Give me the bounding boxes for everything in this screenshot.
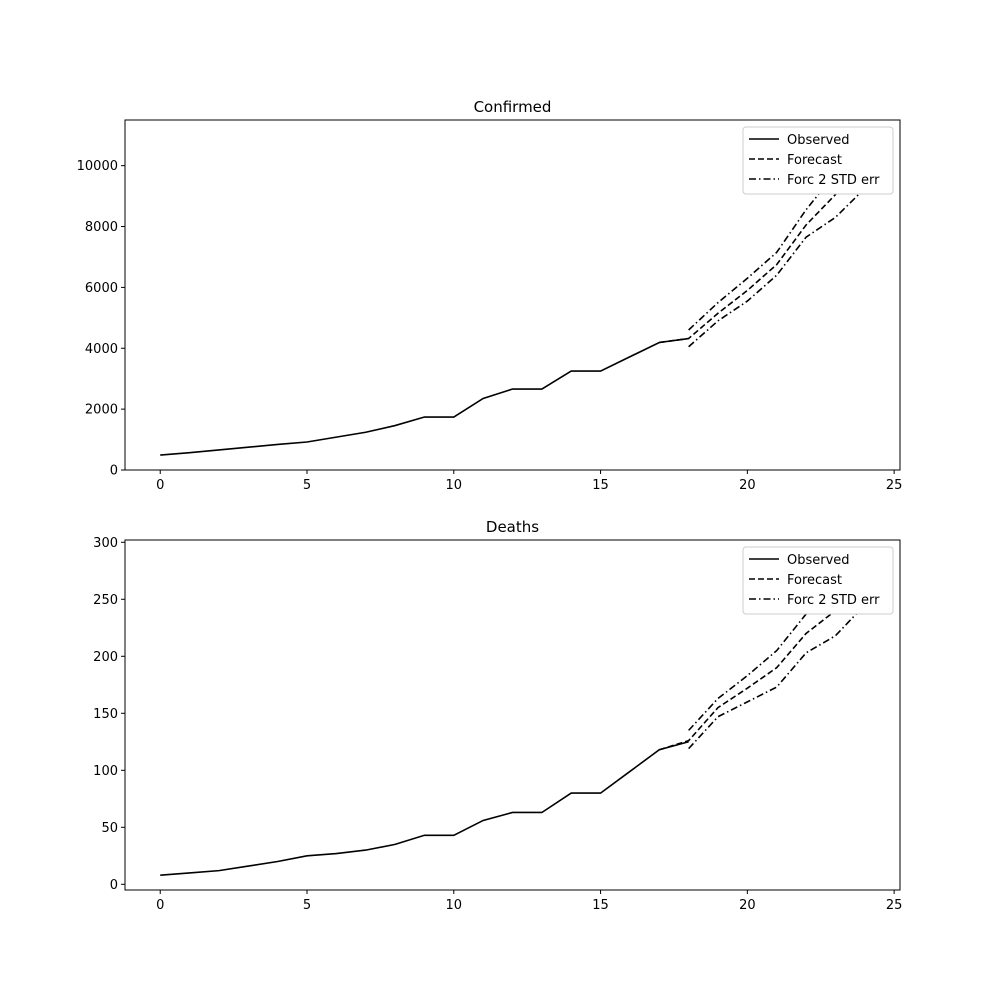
legend-forecast-label: Forecast (787, 573, 842, 588)
x-tick-label: 5 (303, 478, 311, 493)
axes: 0 5 10 15 20 25 0 2000 4000 6000 8000 10000 (77, 119, 903, 493)
y-tick-label: 150 (93, 707, 118, 722)
x-tick-label: 10 (446, 898, 463, 913)
x-tick-label: 10 (446, 478, 463, 493)
y-tick-label: 200 (93, 650, 118, 665)
legend-box (742, 126, 894, 195)
x-tick-label: 0 (156, 478, 164, 493)
x-tick-label: 25 (886, 478, 903, 493)
x-tick-label: 0 (156, 898, 164, 913)
y-tick-label: 6000 (85, 281, 118, 296)
x-tick-label: 20 (739, 898, 756, 913)
legend-stderr-label: Forc 2 STD err (787, 173, 880, 188)
legend-stderr-label: Forc 2 STD err (787, 593, 880, 608)
y-tick-label: 10000 (77, 159, 118, 174)
chart-title: Deaths (486, 518, 539, 536)
y-tick-label: 8000 (85, 220, 118, 235)
y-tick-label: 4000 (85, 342, 118, 357)
plot-frame (124, 539, 901, 891)
y-tick-label: 2000 (85, 403, 118, 418)
y-tick-label: 0 (110, 464, 118, 479)
y-tick-label: 100 (93, 764, 118, 779)
series-line-observed-0 (160, 741, 689, 876)
series-line-forc-2-std-err-3 (688, 187, 866, 348)
legend-forecast-label: Forecast (787, 153, 842, 168)
series-line-forc-2-std-err-3 (688, 604, 866, 750)
y-tick-label: 50 (101, 821, 118, 836)
legend-box (742, 546, 894, 615)
x-tick-label: 15 (592, 478, 609, 493)
x-tick-label: 15 (592, 898, 609, 913)
x-tick-label: 20 (739, 478, 756, 493)
confirmed-chart: Confirmed 0 5 10 15 20 25 0 2000 4000 6000 8000 100… (77, 98, 903, 493)
series-line-forecast-1 (659, 579, 866, 751)
legend: Observed Forecast Forc 2 STD err (742, 546, 894, 615)
legend-observed-label: Observed (787, 133, 850, 148)
x-tick-label: 5 (303, 898, 311, 913)
series-line-forecast-1 (659, 160, 866, 344)
y-tick-label: 300 (93, 536, 118, 551)
y-tick-label: 250 (93, 593, 118, 608)
plot-frame (124, 119, 901, 471)
legend-observed-label: Observed (787, 553, 850, 568)
series-layer (160, 136, 866, 456)
legend: Observed Forecast Forc 2 STD err (742, 126, 894, 195)
y-tick-label: 0 (110, 878, 118, 893)
series-line-observed-0 (160, 337, 689, 456)
series-line-forc-2-std-err-2 (688, 136, 866, 331)
chart-title: Confirmed (474, 98, 552, 116)
x-tick-label: 25 (886, 898, 903, 913)
